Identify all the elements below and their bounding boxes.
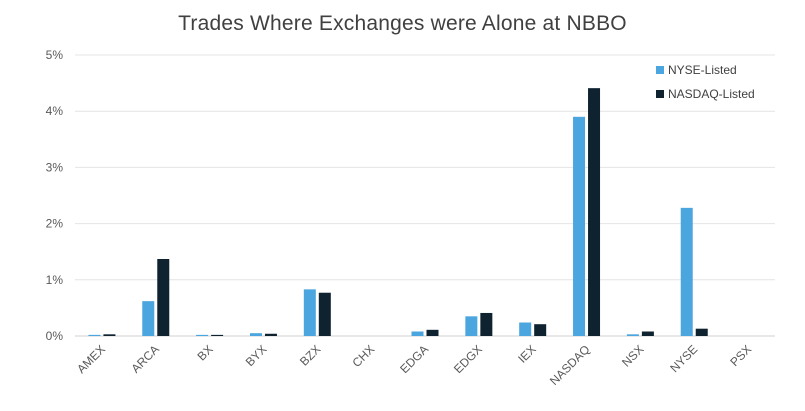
bar-byx-nasdaq-listed <box>264 333 277 336</box>
bar-edgx-nyse-listed <box>465 316 478 336</box>
x-tick-label: PSX <box>727 342 754 369</box>
bar-edgx-nasdaq-listed <box>480 312 493 336</box>
x-tick-label: BZX <box>297 342 323 368</box>
x-tick-label: BYX <box>243 342 270 369</box>
bar-nasdaq-nasdaq-listed <box>588 88 601 337</box>
bar-nyse-nyse-listed <box>680 207 693 336</box>
bar-iex-nyse-listed <box>519 322 532 336</box>
legend-label: NYSE-Listed <box>668 63 737 77</box>
legend-swatch <box>656 90 664 98</box>
bar-nsx-nyse-listed <box>626 334 639 336</box>
y-tick-label: 5% <box>46 48 64 62</box>
bar-bzx-nyse-listed <box>303 289 316 336</box>
x-tick-label: CHX <box>349 342 377 370</box>
x-tick-label: NASDAQ <box>547 342 593 388</box>
bar-bx-nyse-listed <box>196 334 209 336</box>
y-tick-label: 0% <box>46 329 64 343</box>
x-tick-label: ARCA <box>128 342 161 375</box>
x-tick-label: BX <box>195 342 216 363</box>
bar-amex-nyse-listed <box>88 334 101 336</box>
bar-bx-nasdaq-listed <box>211 334 224 336</box>
bar-arca-nyse-listed <box>142 301 155 336</box>
bar-edga-nyse-listed <box>411 331 424 336</box>
x-tick-label: EDGX <box>451 342 485 376</box>
y-tick-label: 3% <box>46 160 64 174</box>
bar-edga-nasdaq-listed <box>426 329 439 336</box>
y-tick-label: 2% <box>46 217 64 231</box>
x-tick-label: NYSE <box>667 342 700 375</box>
bar-bzx-nasdaq-listed <box>318 292 331 336</box>
bar-nasdaq-nyse-listed <box>573 116 586 336</box>
y-tick-label: 1% <box>46 273 64 287</box>
bar-nsx-nasdaq-listed <box>641 331 654 336</box>
x-tick-label: AMEX <box>74 342 108 376</box>
bar-nyse-nasdaq-listed <box>695 328 708 336</box>
chart-title: Trades Where Exchanges were Alone at NBB… <box>178 12 627 35</box>
x-tick-label: EDGA <box>397 342 431 376</box>
x-tick-label: NSX <box>619 342 646 369</box>
bar-byx-nyse-listed <box>249 333 262 336</box>
bar-amex-nasdaq-listed <box>103 334 116 336</box>
bar-iex-nasdaq-listed <box>534 324 547 336</box>
legend-label: NASDAQ-Listed <box>668 87 755 101</box>
y-tick-label: 4% <box>46 104 64 118</box>
bar-arca-nasdaq-listed <box>157 259 170 336</box>
legend-swatch <box>656 66 664 74</box>
x-tick-label: IEX <box>515 342 539 366</box>
